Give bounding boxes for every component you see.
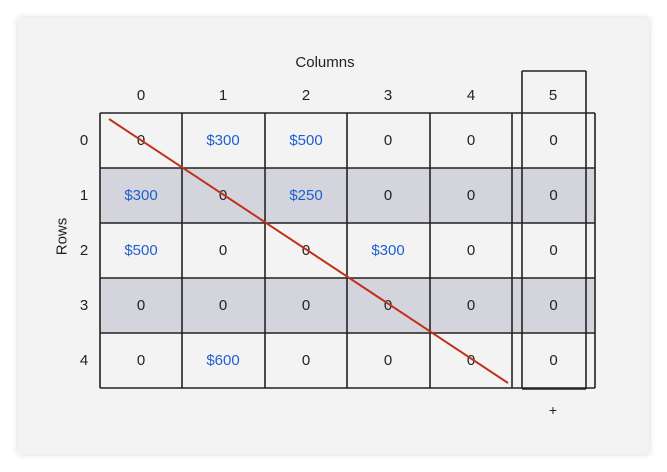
cell-r1-c4: 0 <box>430 168 512 223</box>
cell-r2-c4: 0 <box>466 242 476 259</box>
column-header-5: 5 <box>548 87 558 104</box>
cell-r4-c3: 0 <box>383 352 393 369</box>
cell-r4-c0: 0 <box>136 352 146 369</box>
cell-r4-c2: 0 <box>301 352 311 369</box>
cell-r2-c3: $300 <box>371 242 405 259</box>
row-header-4: 4 <box>79 352 89 369</box>
cell-r0-c2: $500 <box>289 132 323 149</box>
column-header-4: 4 <box>466 87 476 104</box>
cell-r3-c3: 0 <box>347 278 429 333</box>
row-header-0: 0 <box>79 132 89 149</box>
column-header-2: 2 <box>301 87 311 104</box>
cell-r0-c3: 0 <box>383 132 393 149</box>
cell-r3-c1: 0 <box>182 278 264 333</box>
cell-r3-c4: 0 <box>430 278 512 333</box>
cell-r1-c0: $300 <box>100 168 182 223</box>
cell-r4-c1: $600 <box>206 352 240 369</box>
cell-r1-c5: 0 <box>512 168 595 223</box>
column-header-1: 1 <box>218 87 228 104</box>
diagram-card <box>18 18 649 454</box>
column-header-3: 3 <box>383 87 393 104</box>
columns-title: Columns <box>295 54 355 71</box>
diagonal-line <box>108 118 509 384</box>
row-header-3: 3 <box>79 297 89 314</box>
cell-r3-c5: 0 <box>512 278 595 333</box>
column-header-0: 0 <box>136 87 146 104</box>
cell-r4-c5: 0 <box>549 352 558 369</box>
cell-r2-c5: 0 <box>549 242 558 259</box>
cell-r3-c2: 0 <box>265 278 347 333</box>
cell-r2-c1: 0 <box>218 242 228 259</box>
cell-r0-c1: $300 <box>206 132 240 149</box>
add-column-symbol: + <box>548 402 558 418</box>
cell-r4-c4: 0 <box>466 352 476 369</box>
row-header-2: 2 <box>79 242 89 259</box>
cell-r1-c3: 0 <box>347 168 429 223</box>
cell-r0-c5: 0 <box>549 132 558 149</box>
cell-r0-c4: 0 <box>466 132 476 149</box>
row-header-1: 1 <box>79 187 89 204</box>
cell-r3-c0: 0 <box>100 278 182 333</box>
cell-r1-c2: $250 <box>265 168 347 223</box>
cell-r2-c0: $500 <box>124 242 158 259</box>
